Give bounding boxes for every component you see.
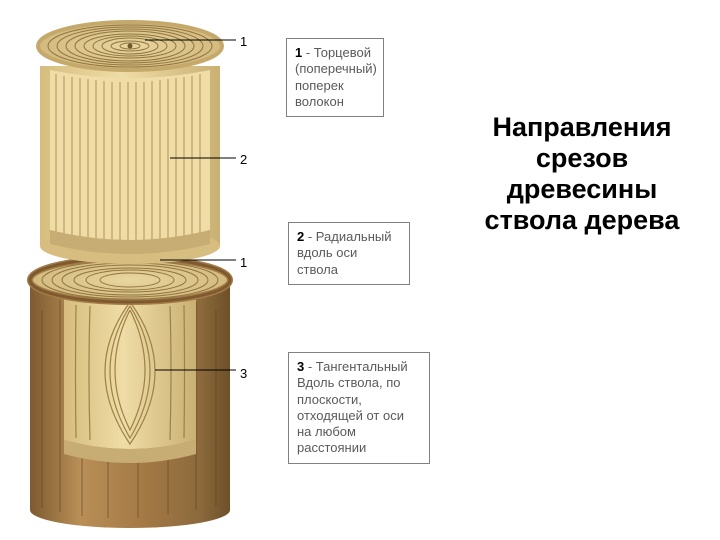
wood-cut-diagram [20,10,240,530]
legend-1-dash: - [302,45,314,60]
leader-label-2: 2 [240,152,247,167]
leader-label-1b: 1 [240,255,247,270]
legend-box-2: 2 - Радиальный вдоль оси ствола [288,222,410,285]
leader-label-3: 3 [240,366,247,381]
page-title: Направления срезов древесины ствола дере… [462,112,702,236]
legend-box-1: 1 - Торцевой (поперечный) поперек волоко… [286,38,384,117]
legend-box-3: 3 - Тангентальный Вдоль ствола, по плоск… [288,352,430,464]
leader-label-1a: 1 [240,34,247,49]
legend-3-dash: - [304,359,316,374]
page: 1 2 1 3 1 - Торцевой (поперечный) попере… [0,0,720,540]
legend-2-dash: - [304,229,316,244]
